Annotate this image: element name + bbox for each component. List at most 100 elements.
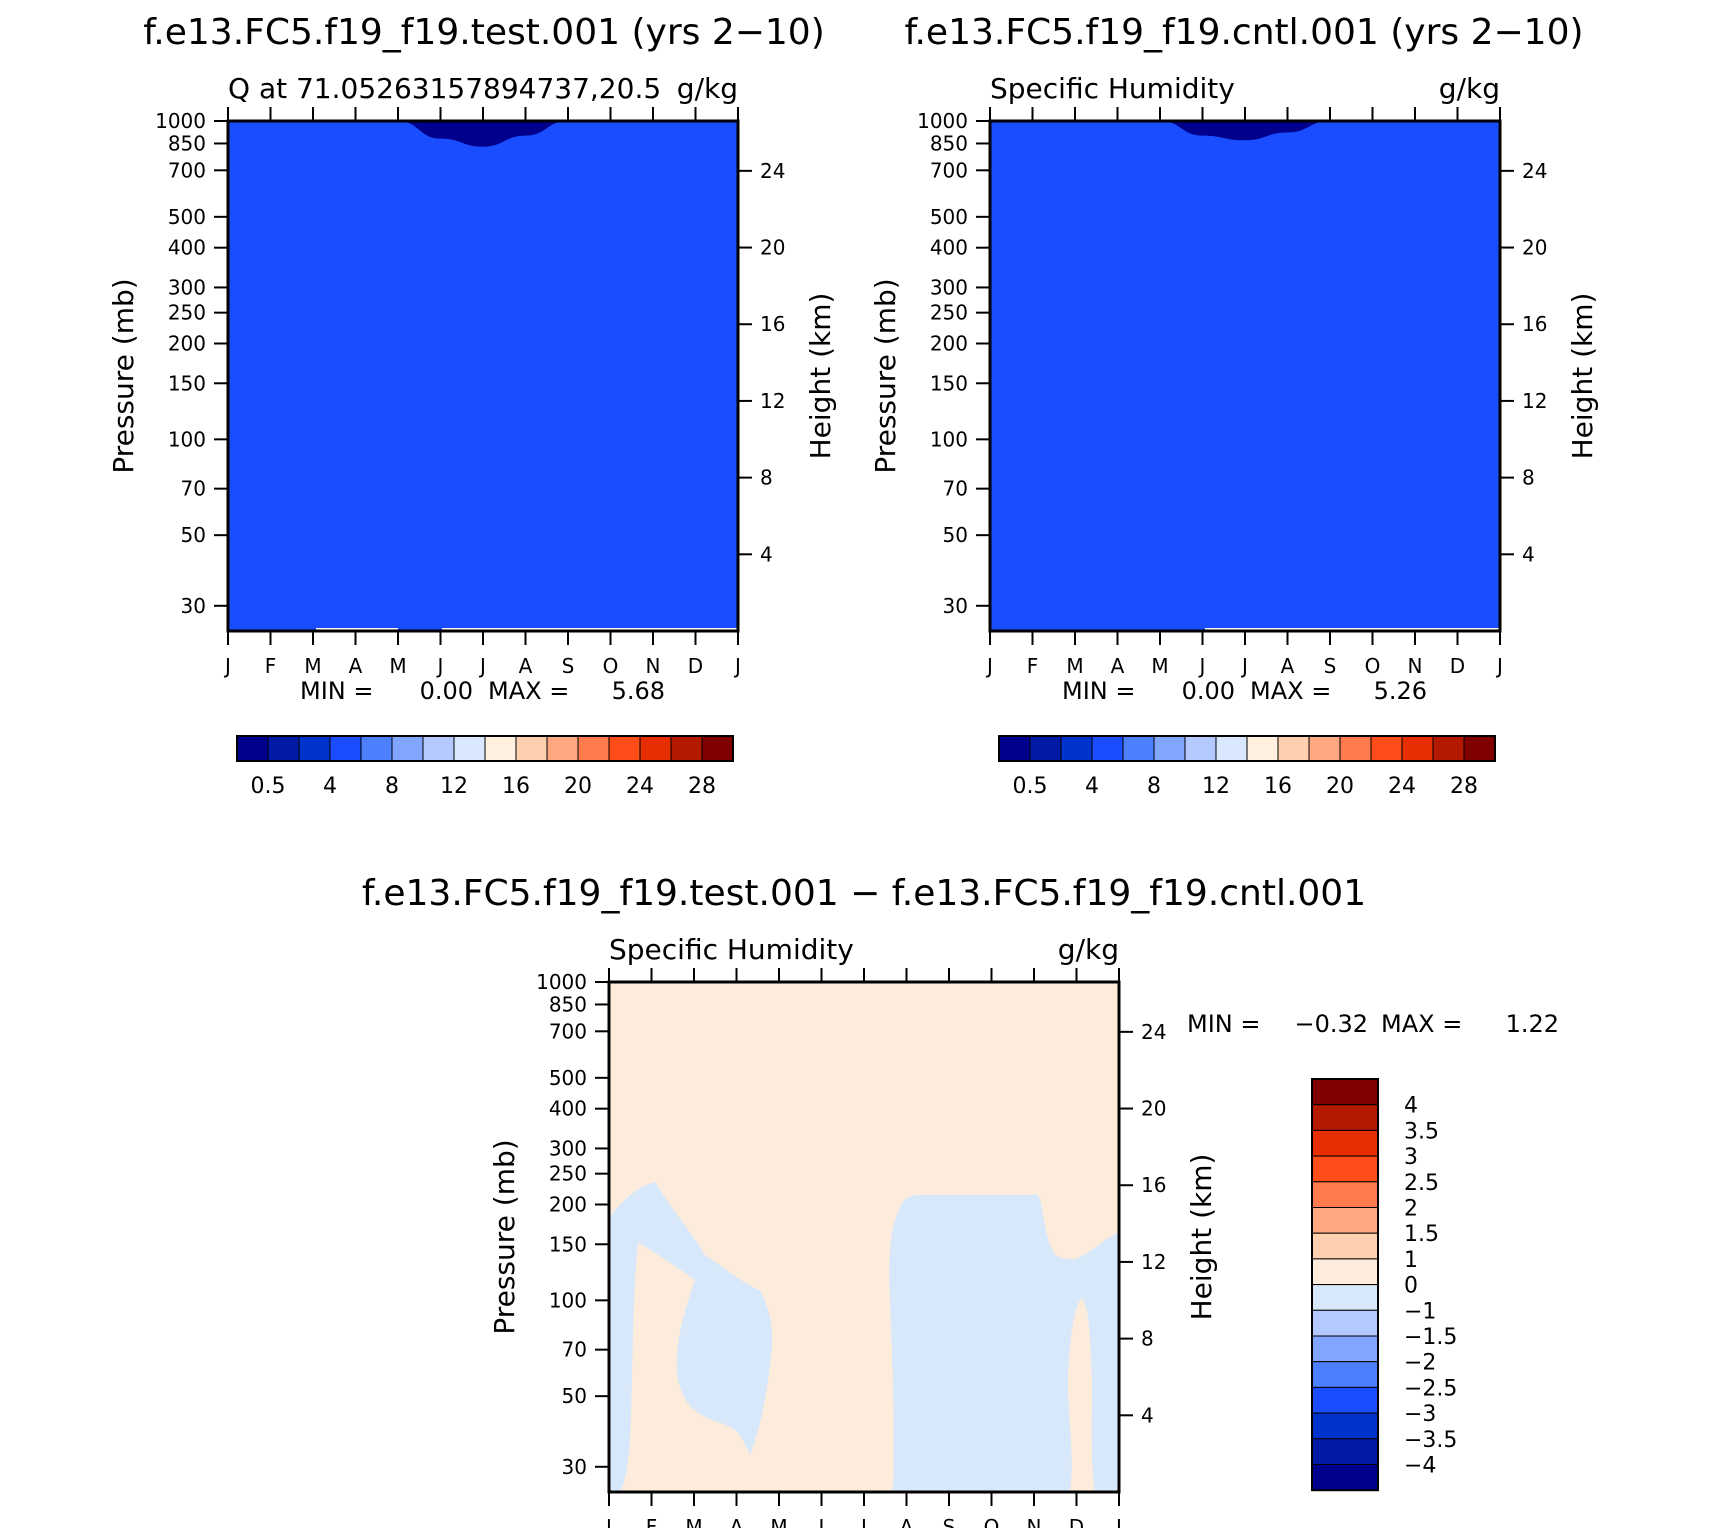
y-tick-label: 400 [168, 236, 206, 260]
x-tick-label: A [519, 654, 533, 678]
y-tick-label: 30 [943, 594, 968, 618]
y-tick-label: 700 [930, 158, 968, 182]
x-tick-label: N [1408, 654, 1423, 678]
colorbar-box [391, 735, 424, 762]
colorbar-box [1153, 735, 1186, 762]
x-tick-label: J [859, 1515, 867, 1528]
x-tick-label: A [349, 654, 363, 678]
x-tick-label: J [436, 654, 444, 678]
colorbar-box [1311, 1258, 1379, 1286]
colorbar-label: 28 [1450, 774, 1478, 799]
x-tick-label: J [478, 654, 486, 678]
y2-tick-label: 16 [1141, 1173, 1166, 1197]
colorbar-label: 1 [1404, 1248, 1418, 1273]
test-colorbar: 0.5 4 8 12 16 20 24 28 [236, 735, 734, 799]
y2-tick-label: 12 [1522, 389, 1547, 413]
diff-negative-region-1 [609, 1182, 773, 1492]
y-tick-label: 70 [562, 1338, 587, 1362]
colorbar-box [1184, 735, 1217, 762]
x-tick-label: A [1281, 654, 1295, 678]
panel-cntl-title: f.e13.FC5.f19_f19.cntl.001 (yrs 2−10) [904, 12, 1583, 53]
y-tick-label: 700 [549, 1019, 587, 1043]
y2-tick-label: 24 [760, 159, 785, 183]
y2-tick-label: 12 [1141, 1250, 1166, 1274]
y2-tick-label: 4 [760, 542, 773, 566]
y-tick-label: 150 [168, 371, 206, 395]
x-tick-label: F [1027, 654, 1039, 678]
y-tick-label: 200 [549, 1193, 587, 1217]
y-tick-label: 700 [168, 158, 206, 182]
cntl-min-label: MIN = [1062, 677, 1135, 705]
panel-cntl-left-label: Specific Humidity [990, 72, 1235, 105]
y-tick-label: 400 [930, 236, 968, 260]
colorbar-label: −2 [1404, 1351, 1436, 1376]
x-tick-label: D [1069, 1515, 1084, 1528]
colorbar-box [1091, 735, 1124, 762]
y2-tick-label: 20 [1141, 1097, 1166, 1121]
diff-negative-region-2 [889, 1194, 1119, 1492]
colorbar-box [1311, 1155, 1379, 1183]
y-tick-label: 30 [562, 1455, 587, 1479]
y-tick-label: 850 [549, 992, 587, 1016]
colorbar-label: 3 [1404, 1145, 1418, 1170]
y-tick-label: 150 [549, 1232, 587, 1256]
panel-test-left-label: Q at 71.05263157894737,20.5 [228, 72, 661, 105]
x-tick-label: O [984, 1515, 1000, 1528]
x-tick-label: M [685, 1515, 702, 1528]
y-tick-label: 50 [181, 523, 206, 547]
panel-test: f.e13.FC5.f19_f19.test.001 (yrs 2−10) Q … [107, 12, 837, 799]
y-tick-label: 250 [549, 1162, 587, 1186]
colorbar-label: 12 [440, 774, 468, 799]
y-tick-label: 300 [549, 1136, 587, 1160]
colorbar-box [1311, 1438, 1379, 1466]
y2-tick-label: 20 [1522, 236, 1547, 260]
x-tick-label: J [985, 654, 993, 678]
diff-max-value: 1.22 [1506, 1010, 1559, 1038]
diff-ylabel: Pressure (mb) [488, 1139, 521, 1334]
colorbar-label: 0.5 [1013, 774, 1048, 799]
panel-test-title: f.e13.FC5.f19_f19.test.001 (yrs 2−10) [143, 12, 825, 53]
colorbar-box [329, 735, 362, 762]
colorbar-box [1311, 1386, 1379, 1414]
colorbar-box [484, 735, 517, 762]
cntl-contour-level-3 [990, 121, 1500, 631]
colorbar-box [1311, 1284, 1379, 1311]
panel-cntl: f.e13.FC5.f19_f19.cntl.001 (yrs 2−10) Sp… [869, 12, 1599, 799]
colorbar-box [1029, 735, 1062, 762]
colorbar-frame [998, 735, 1496, 762]
test-ylabel: Pressure (mb) [107, 278, 140, 473]
colorbar-box [577, 735, 610, 762]
diff-y2label: Height (km) [1185, 1154, 1218, 1321]
colorbar-frame [1311, 1078, 1379, 1492]
colorbar-label: 24 [1388, 774, 1416, 799]
colorbar-label: 12 [1202, 774, 1230, 799]
colorbar-label: 20 [564, 774, 592, 799]
y-tick-label: 100 [930, 427, 968, 451]
x-tick-label: M [1066, 654, 1083, 678]
y2-tick-label: 8 [1141, 1327, 1154, 1351]
colorbar-box [639, 735, 672, 762]
colorbar-box [1311, 1412, 1379, 1440]
colorbar-box [1401, 735, 1434, 762]
panel-diff-title: f.e13.FC5.f19_f19.test.001 − f.e13.FC5.f… [362, 873, 1366, 914]
y-tick-label: 250 [168, 301, 206, 325]
y-tick-label: 30 [181, 594, 206, 618]
diff-max-label: MAX = [1381, 1010, 1462, 1038]
colorbar-box [422, 735, 455, 762]
colorbar-box [1370, 735, 1403, 762]
panel-test-right-label: g/kg [677, 72, 738, 105]
y2-tick-label: 4 [1522, 542, 1535, 566]
y-tick-label: 500 [930, 205, 968, 229]
colorbar-label: 2 [1404, 1197, 1418, 1222]
colorbar-box [1339, 735, 1372, 762]
colorbar-label: 16 [502, 774, 530, 799]
colorbar-label: −1 [1404, 1299, 1436, 1324]
colorbar-label: 16 [1264, 774, 1292, 799]
y-tick-label: 500 [168, 205, 206, 229]
x-tick-label: S [562, 654, 575, 678]
colorbar-label: 2.5 [1404, 1171, 1439, 1196]
y-tick-label: 200 [168, 332, 206, 356]
colorbar-box [1311, 1361, 1379, 1388]
